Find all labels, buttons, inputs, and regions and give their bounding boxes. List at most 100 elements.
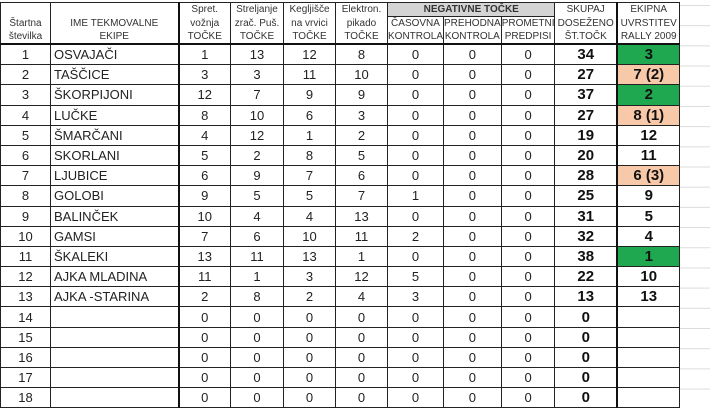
cell-driving[interactable]: 12 [177, 84, 231, 106]
cell-traffic[interactable]: 0 [500, 346, 556, 369]
cell-darts[interactable]: 9 [335, 84, 388, 106]
cell-traffic[interactable]: 0 [500, 124, 556, 146]
cell-start-no[interactable]: 11 [0, 245, 51, 268]
cell-driving[interactable]: 6 [177, 165, 231, 187]
cell-total[interactable]: 22 [554, 266, 618, 288]
cell-ranking[interactable]: 6 (3) [615, 165, 681, 187]
cell-pass-control[interactable]: 0 [443, 185, 502, 207]
cell-pass-control[interactable]: 0 [443, 43, 502, 66]
cell-traffic[interactable]: 0 [500, 266, 556, 288]
cell-traffic[interactable]: 0 [500, 104, 556, 126]
cell-shooting[interactable]: 12 [230, 124, 284, 146]
cell-shooting[interactable]: 10 [230, 104, 284, 126]
cell-time-control[interactable]: 0 [386, 245, 445, 268]
cell-time-control[interactable]: 0 [386, 124, 445, 146]
cell-total[interactable]: 0 [554, 326, 618, 348]
cell-team[interactable]: OSVAJAČI [50, 43, 179, 66]
cell-pass-control[interactable]: 0 [443, 387, 502, 408]
cell-start-no[interactable]: 10 [0, 225, 51, 247]
cell-time-control[interactable]: 0 [386, 144, 445, 167]
cell-team[interactable]: ŠMARČANI [50, 124, 179, 146]
cell-team[interactable]: GAMSI [50, 225, 179, 247]
cell-total[interactable]: 0 [554, 306, 618, 328]
cell-total[interactable]: 0 [554, 346, 618, 369]
cell-darts[interactable]: 7 [335, 185, 388, 207]
cell-total[interactable]: 13 [554, 286, 618, 308]
cell-driving[interactable]: 0 [177, 326, 231, 348]
cell-bowling[interactable]: 13 [283, 245, 336, 268]
cell-darts[interactable]: 13 [335, 205, 388, 227]
cell-traffic[interactable]: 0 [500, 185, 556, 207]
cell-time-control[interactable]: 5 [386, 266, 445, 288]
cell-pass-control[interactable]: 0 [443, 64, 502, 86]
cell-driving[interactable]: 0 [177, 366, 231, 389]
cell-bowling[interactable]: 2 [283, 286, 336, 308]
cell-time-control[interactable]: 0 [386, 306, 445, 328]
cell-darts[interactable]: 12 [335, 266, 388, 288]
cell-darts[interactable]: 2 [335, 124, 388, 146]
cell-shooting[interactable]: 0 [230, 366, 284, 389]
cell-ranking[interactable]: 5 [615, 205, 681, 227]
cell-pass-control[interactable]: 0 [443, 346, 502, 369]
cell-total[interactable]: 38 [554, 245, 618, 268]
cell-team[interactable] [50, 366, 179, 389]
cell-shooting[interactable]: 7 [230, 84, 284, 106]
cell-ranking[interactable] [615, 346, 681, 369]
cell-pass-control[interactable]: 0 [443, 84, 502, 106]
cell-shooting[interactable]: 9 [230, 165, 284, 187]
cell-total[interactable]: 31 [554, 205, 618, 227]
cell-ranking[interactable] [615, 306, 681, 328]
cell-team[interactable]: ŠKALEKI [50, 245, 179, 268]
cell-driving[interactable]: 1 [177, 43, 231, 66]
cell-shooting[interactable]: 0 [230, 326, 284, 348]
cell-time-control[interactable]: 0 [386, 366, 445, 389]
cell-team[interactable]: LJUBICE [50, 165, 179, 187]
cell-shooting[interactable]: 6 [230, 225, 284, 247]
cell-time-control[interactable]: 1 [386, 185, 445, 207]
cell-team[interactable] [50, 387, 179, 408]
cell-shooting[interactable]: 11 [230, 245, 284, 268]
cell-team[interactable]: AJKA MLADINA [50, 266, 179, 288]
cell-time-control[interactable]: 2 [386, 225, 445, 247]
cell-ranking[interactable]: 7 (2) [615, 64, 681, 86]
cell-time-control[interactable]: 0 [386, 43, 445, 66]
cell-pass-control[interactable]: 0 [443, 205, 502, 227]
cell-bowling[interactable]: 0 [283, 366, 336, 389]
cell-pass-control[interactable]: 0 [443, 366, 502, 389]
cell-traffic[interactable]: 0 [500, 245, 556, 268]
cell-bowling[interactable]: 7 [283, 165, 336, 187]
cell-pass-control[interactable]: 0 [443, 326, 502, 348]
cell-traffic[interactable]: 0 [500, 64, 556, 86]
cell-bowling[interactable]: 10 [283, 225, 336, 247]
cell-bowling[interactable]: 12 [283, 43, 336, 66]
cell-total[interactable]: 0 [554, 387, 618, 408]
cell-pass-control[interactable]: 0 [443, 165, 502, 187]
cell-start-no[interactable]: 17 [0, 366, 51, 389]
cell-traffic[interactable]: 0 [500, 144, 556, 167]
cell-total[interactable]: 32 [554, 225, 618, 247]
cell-shooting[interactable]: 2 [230, 144, 284, 167]
cell-total[interactable]: 27 [554, 104, 618, 126]
cell-ranking[interactable]: 4 [615, 225, 681, 247]
cell-shooting[interactable]: 0 [230, 387, 284, 408]
cell-ranking[interactable] [615, 326, 681, 348]
cell-bowling[interactable]: 5 [283, 185, 336, 207]
cell-driving[interactable]: 13 [177, 245, 231, 268]
cell-darts[interactable]: 0 [335, 306, 388, 328]
cell-time-control[interactable]: 0 [386, 84, 445, 106]
cell-driving[interactable]: 11 [177, 266, 231, 288]
cell-ranking[interactable]: 10 [615, 266, 681, 288]
cell-team[interactable]: ŠKORPIJONI [50, 84, 179, 106]
cell-driving[interactable]: 0 [177, 306, 231, 328]
cell-bowling[interactable]: 0 [283, 326, 336, 348]
cell-shooting[interactable]: 3 [230, 64, 284, 86]
cell-shooting[interactable]: 5 [230, 185, 284, 207]
cell-driving[interactable]: 5 [177, 144, 231, 167]
cell-traffic[interactable]: 0 [500, 326, 556, 348]
cell-total[interactable]: 34 [554, 43, 618, 66]
cell-time-control[interactable]: 3 [386, 286, 445, 308]
cell-darts[interactable]: 4 [335, 286, 388, 308]
cell-team[interactable]: LUČKE [50, 104, 179, 126]
cell-start-no[interactable]: 8 [0, 185, 51, 207]
cell-start-no[interactable]: 18 [0, 387, 51, 408]
